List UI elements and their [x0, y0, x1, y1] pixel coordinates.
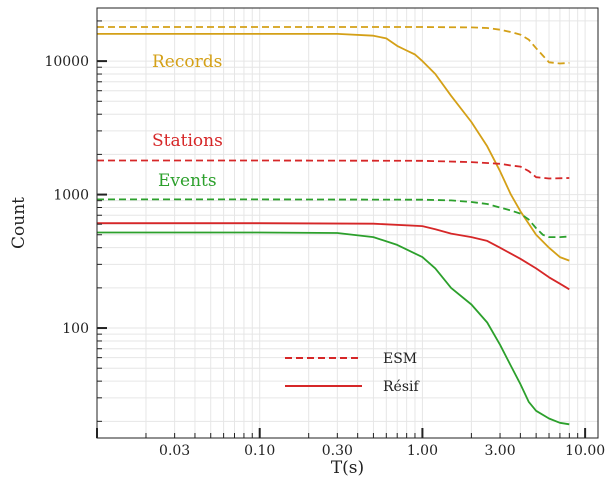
x-tick-label: 0.30: [322, 443, 353, 459]
y-tick-label: 100: [62, 321, 89, 337]
annotation-stations: Stations: [152, 131, 223, 151]
x-tick-label: 0.03: [159, 443, 190, 459]
annotation-records: Records: [152, 52, 222, 72]
x-axis-label: T(s): [331, 458, 364, 478]
series-line-events-resif: [97, 231, 570, 426]
series-line-stations-resif: [97, 222, 570, 291]
x-tick-label: 3.00: [484, 443, 515, 459]
series-layer: [97, 26, 570, 426]
series-line-records-resif: [97, 33, 570, 262]
x-tick-label: 1.00: [407, 443, 438, 459]
legend-label-resif: Résif: [383, 379, 420, 395]
legend: ESM Résif: [285, 351, 420, 395]
ticks-layer: 0.03 0.10 0.30 1.00 3.00 10.00 100 1000 10000: [44, 20, 605, 459]
annotation-events: Events: [158, 171, 217, 191]
plot-frame: [96, 7, 599, 439]
y-axis-label: Count: [9, 197, 29, 249]
annotations-layer: Records Stations Events: [152, 52, 223, 191]
legend-label-esm: ESM: [383, 351, 417, 367]
y-tick-label: 10000: [44, 54, 89, 70]
series-line-events-esm: [97, 198, 570, 239]
series-line-records-esm: [97, 26, 570, 65]
x-tick-label: 0.10: [244, 443, 275, 459]
x-tick-label: 10.00: [565, 443, 605, 459]
y-tick-label: 1000: [53, 188, 89, 204]
